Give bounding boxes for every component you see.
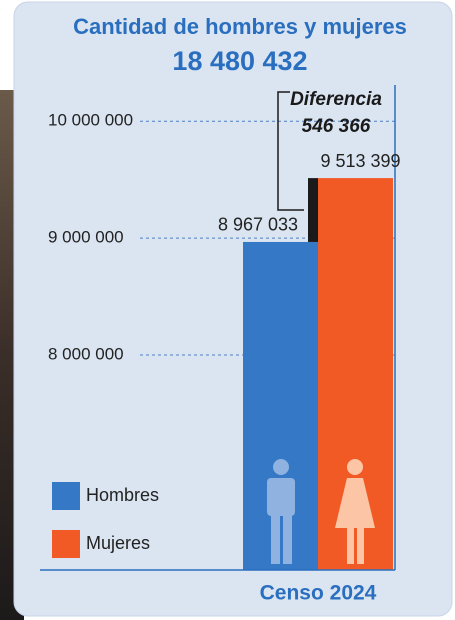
legend-swatch <box>52 530 80 558</box>
man-icon <box>267 459 295 564</box>
chart-title: Cantidad de hombres y mujeres <box>73 14 407 39</box>
total: 18 480 432 <box>172 46 307 76</box>
legend-label: Hombres <box>86 485 159 505</box>
woman-icon <box>335 459 375 564</box>
y-tick-label: 10 000 000 <box>48 111 133 130</box>
difference-bar <box>308 178 318 242</box>
icons <box>267 459 375 564</box>
x-tick-label: Censo 2024 <box>260 582 377 605</box>
annotation-value: 546 366 <box>302 116 371 137</box>
legend-swatch <box>52 482 80 510</box>
bar <box>243 241 318 570</box>
difference-bracket <box>277 91 304 211</box>
value-label: 8 967 033 <box>218 215 298 235</box>
y-tick-label: 9 000 000 <box>48 228 124 247</box>
annotation-title: Diferencia <box>290 89 382 110</box>
value-label: 9 513 399 <box>320 151 400 171</box>
legend-label: Mujeres <box>86 533 150 553</box>
y-tick-label: 8 000 000 <box>48 344 124 363</box>
